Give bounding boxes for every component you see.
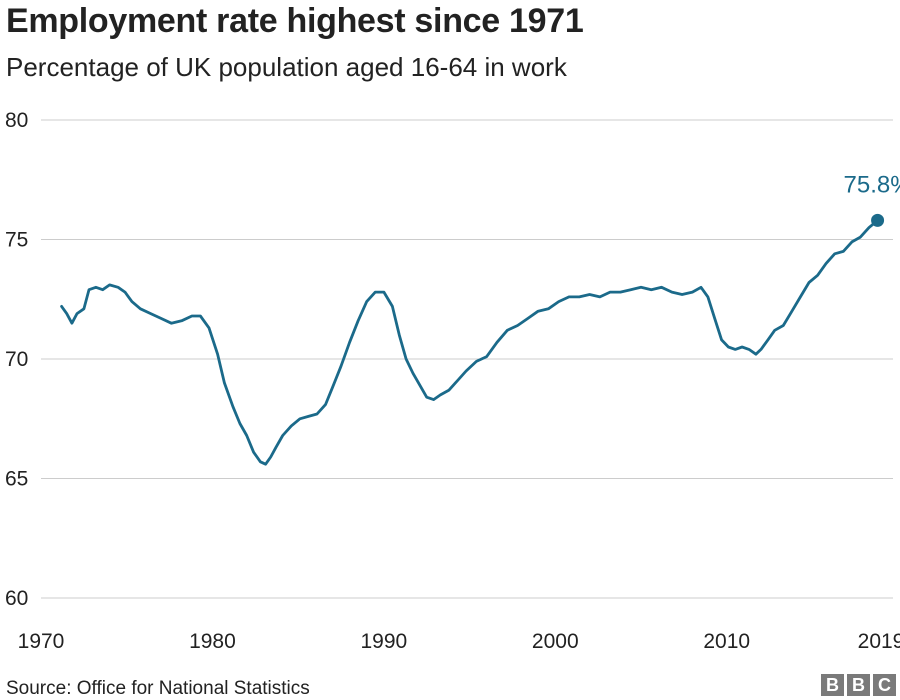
x-tick-label: 1990 — [360, 630, 407, 653]
y-tick-label: 80 — [5, 109, 28, 132]
y-tick-labels: 60 65 70 75 80 — [5, 109, 28, 610]
bbc-logo: B B C — [821, 674, 896, 696]
x-tick-label: 1970 — [18, 630, 65, 653]
bbc-logo-letter: C — [873, 674, 896, 696]
marker-layer: 75.8% — [844, 171, 900, 227]
x-tick-label: 2019 — [858, 630, 900, 653]
x-tick-label: 2000 — [532, 630, 579, 653]
y-tick-label: 60 — [5, 587, 28, 610]
y-tick-label: 75 — [5, 229, 28, 252]
chart-title: Employment rate highest since 1971 — [6, 2, 584, 40]
latest-value-label: 75.8% — [844, 171, 900, 198]
chart-subtitle: Percentage of UK population aged 16-64 i… — [6, 52, 567, 82]
series-layer — [60, 219, 879, 466]
y-tick-label: 70 — [5, 348, 28, 371]
latest-value-marker — [871, 213, 885, 227]
x-tick-labels: 1970 1980 1990 2000 2010 2019 — [18, 630, 900, 653]
x-tick-label: 2010 — [703, 630, 750, 653]
bbc-logo-letter: B — [847, 674, 870, 696]
x-tick-label: 1980 — [189, 630, 236, 653]
source-note: Source: Office for National Statistics — [6, 678, 310, 699]
grid-lines — [41, 119, 893, 599]
y-tick-label: 65 — [5, 468, 28, 491]
employment-rate-line — [60, 219, 879, 466]
bbc-logo-letter: B — [821, 674, 844, 696]
